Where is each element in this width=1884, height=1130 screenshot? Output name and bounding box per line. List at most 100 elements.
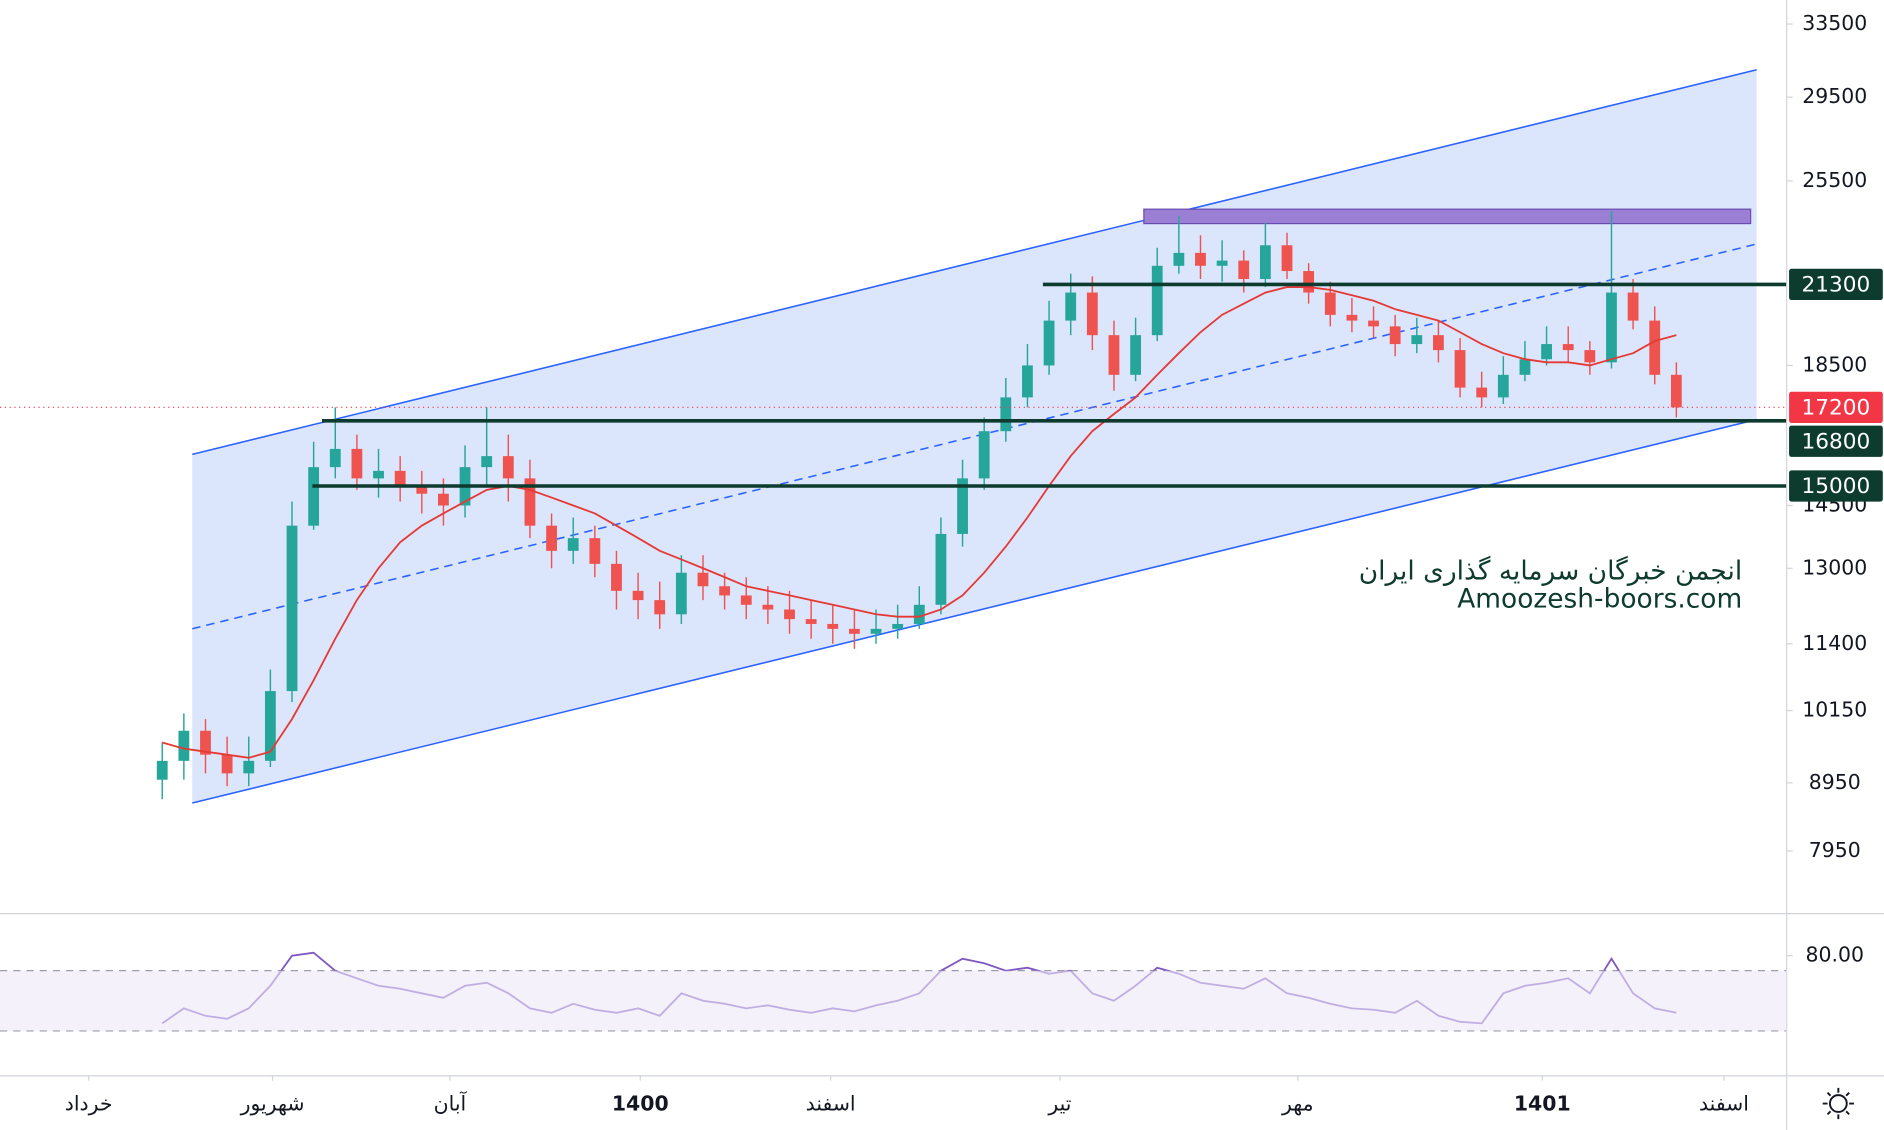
rsi-tick-label: 80.00	[1806, 943, 1864, 967]
candle-body	[1151, 265, 1163, 336]
candle-body	[567, 538, 579, 551]
candle-body	[870, 628, 882, 634]
watermark: Amoozesh-boors.com	[1457, 583, 1742, 614]
y-tick-label: 13000	[1802, 555, 1867, 579]
candle-body	[1584, 350, 1596, 363]
candle-body	[805, 619, 817, 624]
x-tick-label: 1400	[612, 1092, 669, 1116]
candle-body	[740, 595, 752, 605]
candle-body	[1519, 359, 1531, 375]
level-label: 21300	[1802, 273, 1871, 298]
candle-body	[1670, 374, 1682, 408]
candle-body	[1454, 350, 1466, 388]
candle-body	[524, 478, 536, 526]
plot-layer	[0, 211, 1787, 1032]
x-tick-label: مهر	[1281, 1092, 1314, 1116]
channel-mid	[192, 243, 1757, 630]
watermark: انجمن خبرگان سرمایه گذاری ایران	[1359, 556, 1742, 587]
x-tick-label: شهریور	[240, 1092, 305, 1116]
candle-body	[178, 730, 190, 761]
last-price-label: 17200	[1802, 396, 1871, 421]
candle-body	[1281, 245, 1293, 272]
candle-body	[762, 604, 774, 610]
candle-body	[611, 563, 622, 591]
y-tick-label: 25500	[1802, 168, 1867, 192]
candle-body	[200, 730, 211, 755]
candle-body	[1433, 335, 1444, 351]
candle-body	[957, 478, 968, 534]
x-tick-label: اسفند	[806, 1092, 856, 1116]
candle-body	[438, 493, 449, 506]
candle-body	[546, 525, 557, 551]
icon-part	[1822, 1087, 1854, 1120]
candle-body	[1022, 365, 1033, 398]
x-tick-label: آبان	[434, 1091, 468, 1116]
candle-body	[502, 456, 514, 479]
y-tick-label: 8950	[1809, 770, 1861, 794]
candle-body	[892, 623, 904, 629]
candle-body	[329, 448, 341, 468]
x-tick-label: خرداد	[65, 1092, 113, 1116]
level-label: 16800	[1802, 429, 1871, 454]
channel-fill	[192, 69, 1757, 804]
settings-icon[interactable]	[1822, 1087, 1854, 1120]
y-tick-label: 33500	[1802, 11, 1867, 35]
candle-body	[308, 467, 320, 526]
candle-body	[848, 628, 860, 634]
candle-body	[1562, 344, 1574, 351]
candle-body	[156, 760, 168, 780]
candle-body	[1411, 335, 1423, 345]
candle-body	[1627, 292, 1639, 321]
level-label: 15000	[1802, 474, 1871, 499]
axis-layer: 3350029500255001850014500130001140010150…	[65, 11, 1883, 1116]
candle-body	[1195, 252, 1206, 266]
candle-body	[286, 525, 298, 692]
candle-body	[1259, 245, 1271, 280]
candle-body	[632, 590, 644, 601]
candle-body	[589, 538, 601, 564]
channel-upper	[192, 68, 1757, 456]
level-label-box	[1789, 470, 1883, 502]
last-price-box	[1789, 391, 1883, 423]
x-tick-label: اسفند	[1699, 1092, 1749, 1116]
y-tick-label: 10150	[1802, 698, 1867, 722]
candle-body	[1346, 314, 1358, 321]
rsi-band-fill	[0, 970, 1787, 1031]
candle-body	[719, 586, 731, 596]
candle-body	[1000, 397, 1012, 432]
icon-part	[1828, 1094, 1848, 1113]
channel-lower	[192, 418, 1757, 804]
moving-average	[161, 286, 1677, 759]
candle-body	[827, 623, 839, 629]
candle-body	[1476, 387, 1488, 398]
candle-body	[1173, 252, 1185, 266]
x-tick-label: 1401	[1514, 1092, 1571, 1116]
candle-body	[1216, 260, 1228, 266]
candle-body	[1238, 260, 1250, 280]
y-tick-label: 7950	[1809, 838, 1861, 862]
level-label-box	[1789, 425, 1883, 457]
candle-body	[351, 448, 363, 479]
candle-body	[1497, 374, 1509, 398]
candle-body	[1043, 320, 1055, 366]
y-tick-label: 18500	[1802, 352, 1867, 376]
candle-body	[394, 470, 406, 487]
candle-body	[1065, 292, 1077, 321]
candle-body	[1368, 320, 1379, 327]
candle-body	[675, 572, 687, 615]
candle-body	[243, 760, 255, 774]
candle-body	[697, 572, 709, 587]
candle-body	[784, 609, 795, 620]
x-tick-label: تیر	[1047, 1092, 1071, 1116]
candle-body	[264, 691, 276, 761]
y-tick-label: 29500	[1802, 84, 1867, 108]
candle-body	[1541, 344, 1552, 360]
candle-body	[1649, 320, 1661, 375]
candle-body	[481, 456, 493, 468]
candle-body	[1130, 335, 1142, 375]
candle-body	[416, 486, 428, 494]
candle-body	[654, 600, 666, 615]
candle-body	[373, 470, 384, 479]
candle-body	[1324, 292, 1336, 315]
